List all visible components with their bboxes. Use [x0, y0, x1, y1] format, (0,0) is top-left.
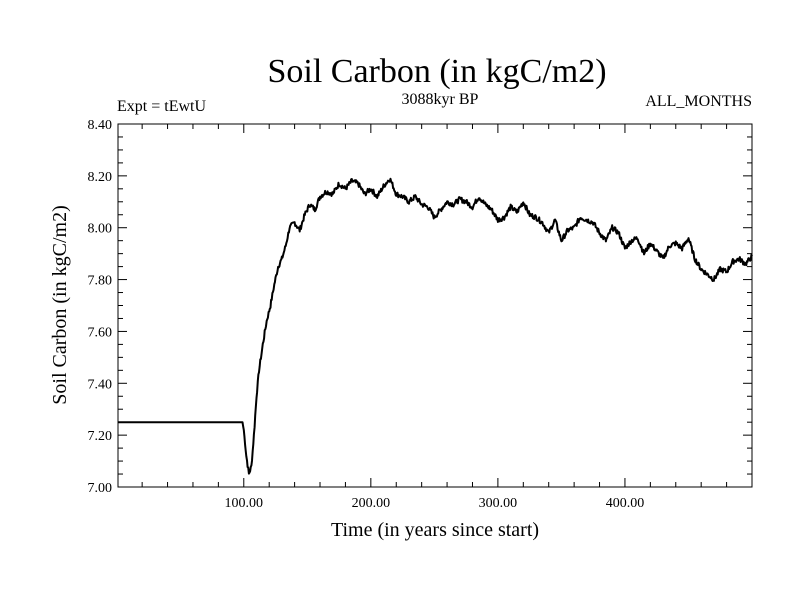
- y-tick-label: 8.40: [88, 118, 113, 133]
- y-tick-label: 8.20: [88, 170, 113, 185]
- x-tick-label: 100.00: [225, 496, 264, 511]
- y-axis-label: Soil Carbon (in kgC/m2): [49, 205, 71, 404]
- experiment-label: Expt = tEwtU: [117, 98, 206, 115]
- y-tick-label: 7.80: [88, 274, 113, 289]
- y-tick-label: 7.40: [88, 377, 113, 392]
- y-axis-tick-labels: 7.00 7.20 7.40 7.60 7.80 8.00 8.20 8.40: [88, 118, 113, 496]
- plot-frame: [117, 123, 753, 488]
- x-tick-label: 300.00: [479, 496, 518, 511]
- soil-carbon-series-line: [117, 177, 753, 475]
- x-axis-label: Time (in years since start): [331, 519, 539, 541]
- months-label: ALL_MONTHS: [645, 93, 752, 110]
- chart-title: Soil Carbon (in kgC/m2): [267, 53, 606, 90]
- y-tick-label: 7.00: [88, 481, 113, 496]
- x-tick-label: 400.00: [606, 496, 645, 511]
- x-axis-tick-labels: 100.00 200.00 300.00 400.00: [225, 496, 645, 511]
- x-tick-label: 200.00: [352, 496, 391, 511]
- x-axis-ticks: [141, 124, 728, 487]
- y-tick-label: 7.60: [88, 325, 113, 340]
- y-tick-label: 7.20: [88, 429, 113, 444]
- y-tick-label: 8.00: [88, 222, 113, 237]
- time-period-label: 3088kyr BP: [402, 91, 479, 108]
- y-axis-ticks: [118, 136, 752, 475]
